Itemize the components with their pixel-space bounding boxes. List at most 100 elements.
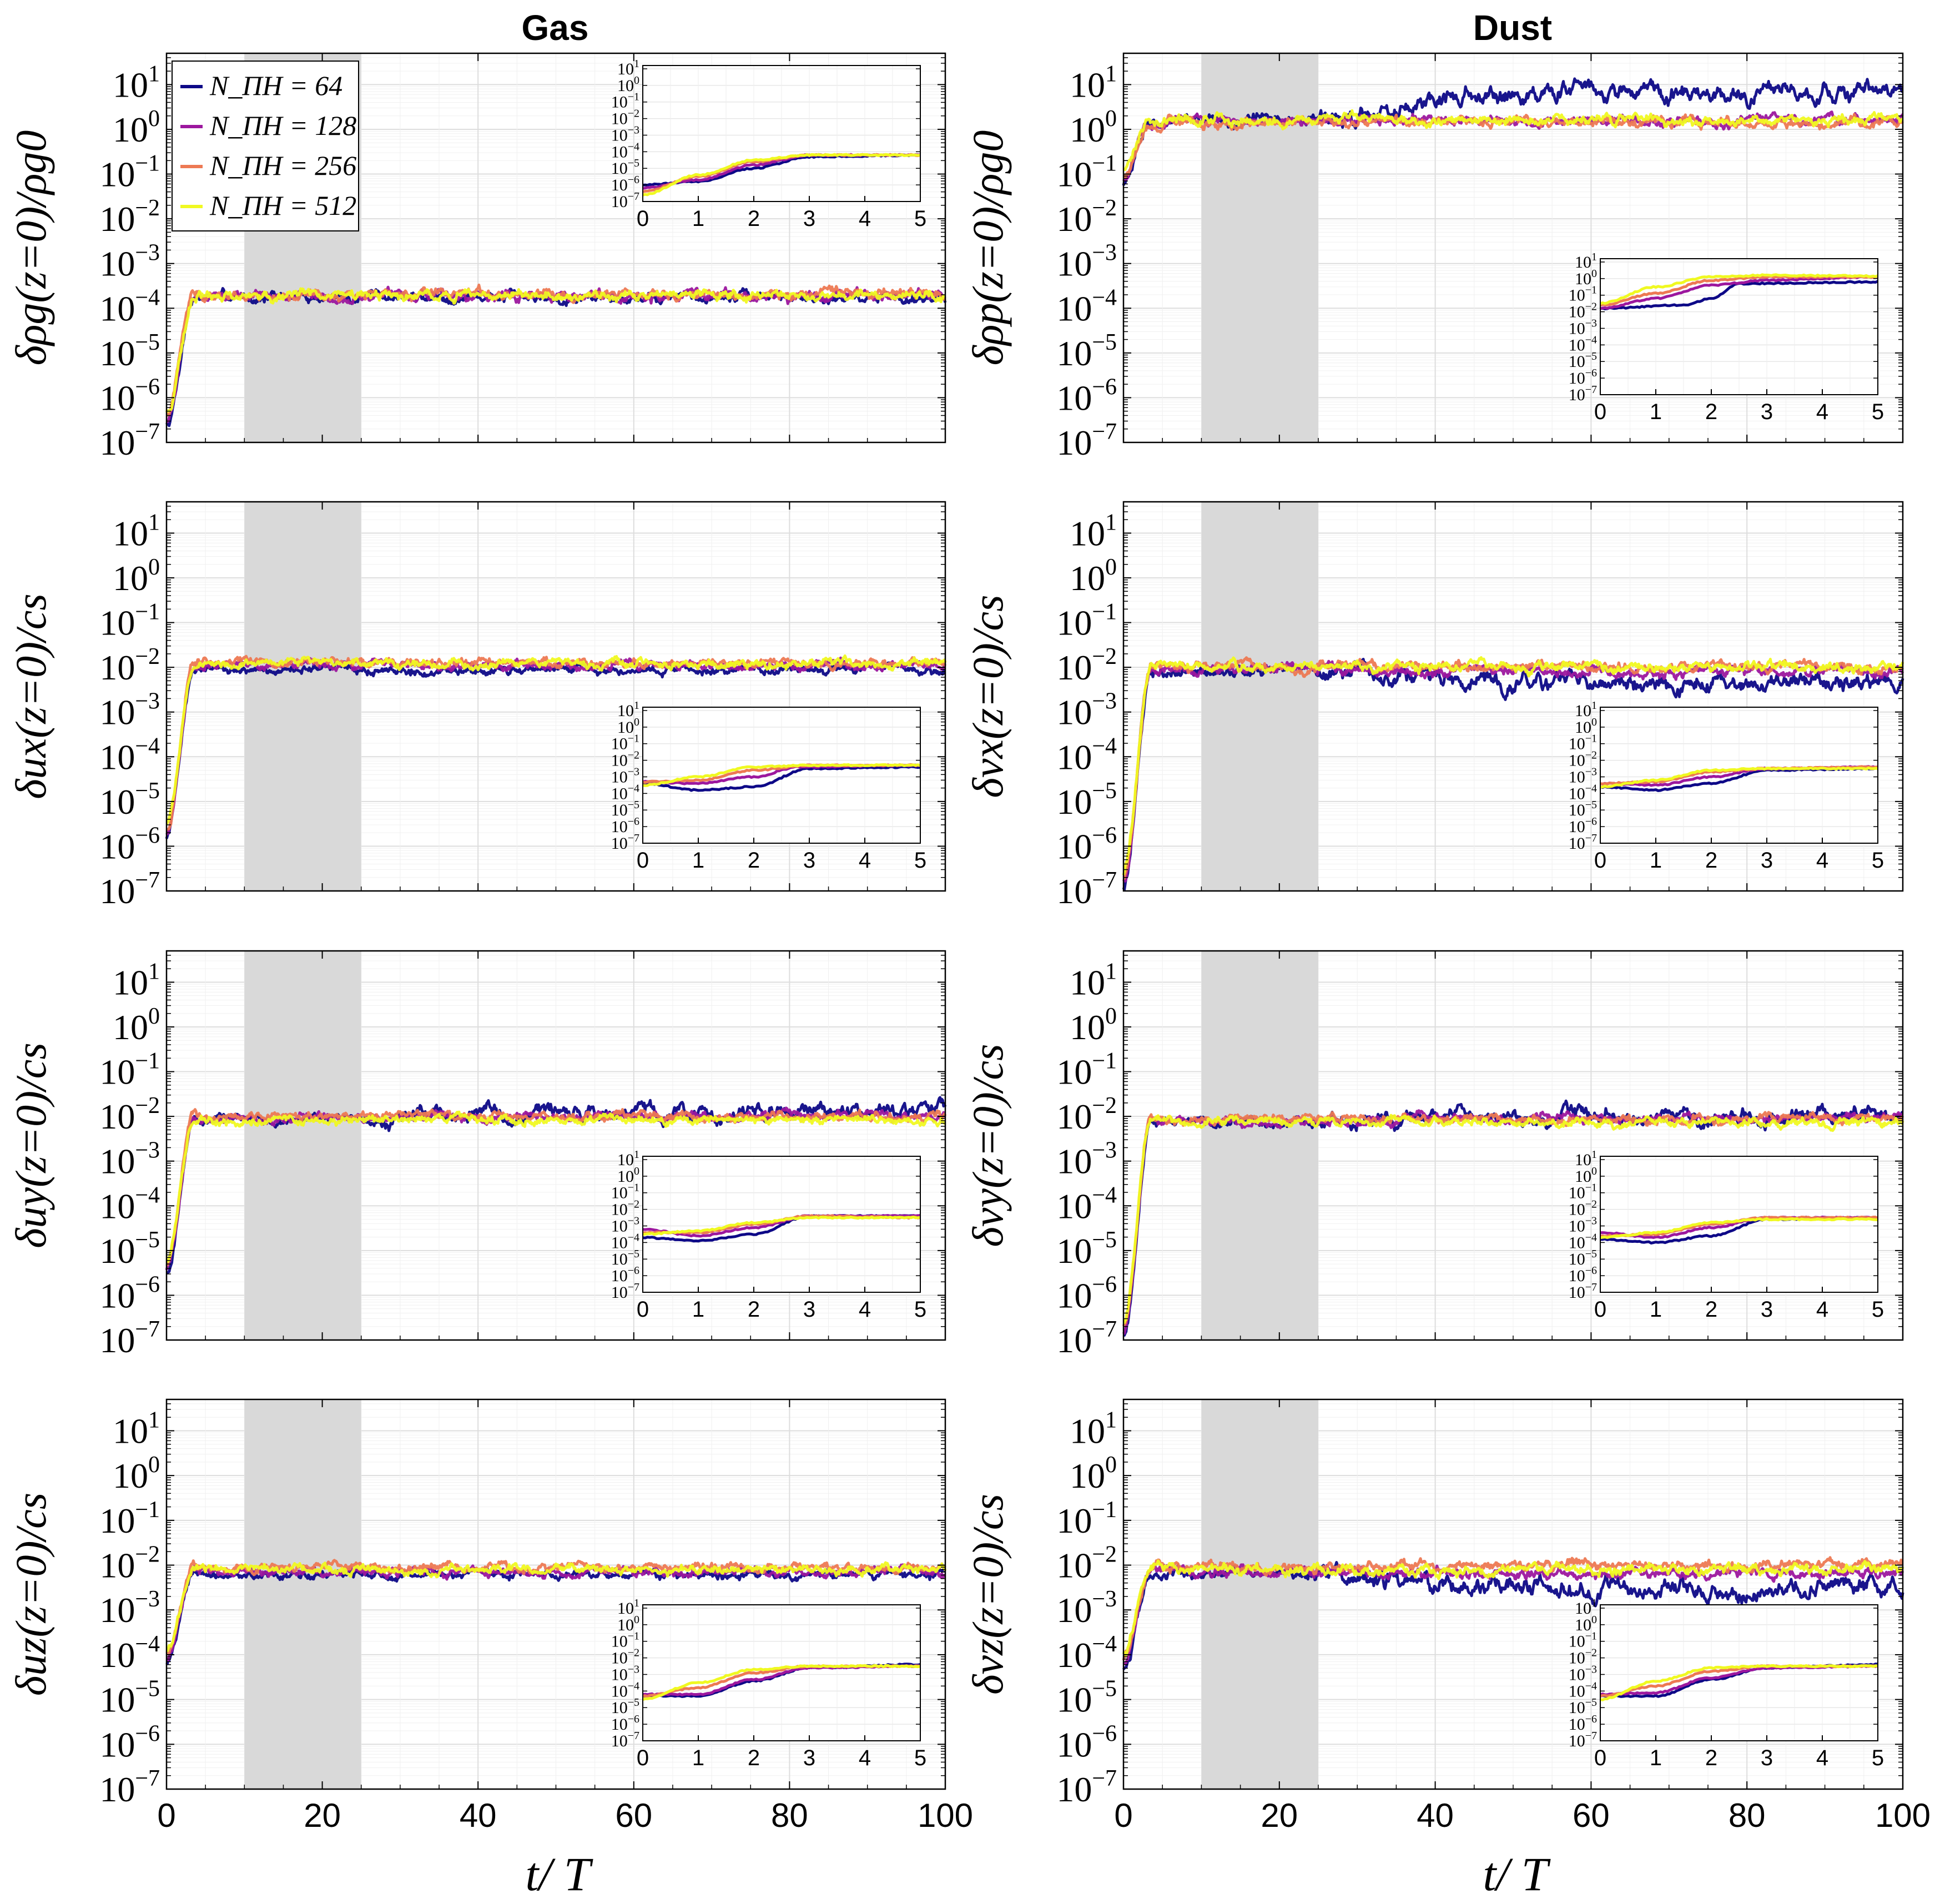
inset-x-tick-label: 5 (1872, 1297, 1884, 1322)
legend-label-512: N_ΠH = 512 (209, 190, 356, 221)
y-tick-label: 10−1 (1056, 1497, 1117, 1540)
y-tick-label: 10−7 (99, 1317, 160, 1360)
inset-x-tick-label: 1 (1650, 848, 1662, 873)
inset-x-tick-label: 0 (637, 848, 649, 873)
inset-x-tick-label: 2 (1705, 1297, 1717, 1322)
inset-y-tick-label: 10−6 (611, 1265, 639, 1285)
inset-y-tick-label: 10−7 (611, 190, 639, 211)
x-tick-label: 20 (304, 1797, 341, 1834)
y-tick-label: 100 (113, 106, 160, 149)
inset-x-tick-label: 4 (1816, 1297, 1828, 1322)
series-line-N64 (1122, 77, 1903, 186)
inset-x-tick-label: 2 (1705, 848, 1717, 873)
series-line-N256 (1122, 113, 1904, 179)
inset-y-tick-label: 101 (1575, 251, 1597, 271)
y-tick-label: 10−7 (99, 1766, 160, 1809)
y-tick-label: 101 (1070, 959, 1117, 1002)
inset-y-tick-label: 10−7 (1569, 1730, 1597, 1750)
shaded-interval (1201, 1399, 1318, 1789)
inset-series-line-N256 (1600, 275, 1878, 307)
inset-y-tick-label: 100 (1575, 268, 1597, 288)
inset-y-tick-label: 10−4 (611, 1680, 639, 1700)
inset-y-tick-label: 100 (617, 74, 639, 95)
y-tick-label: 10−6 (99, 1721, 160, 1764)
inset-frame (642, 1156, 921, 1293)
y-axis-label: δux(z=0)/cs (7, 593, 55, 799)
y-tick-label: 10−1 (1056, 600, 1117, 643)
inset-y-tick-label: 101 (1575, 699, 1597, 720)
inset-frame (1600, 1156, 1878, 1293)
inset-y-tick-label: 101 (1575, 1149, 1597, 1169)
inset-y-tick-label: 100 (617, 1165, 639, 1186)
inset-y-tick-label: 100 (1575, 1165, 1597, 1186)
y-tick-label: 10−7 (99, 868, 160, 911)
inset-x-tick-label: 3 (1761, 400, 1773, 424)
y-tick-label: 10−6 (99, 374, 160, 417)
inset-x-tick-label: 1 (692, 848, 704, 873)
inset-y-tick-label: 10−1 (611, 1630, 639, 1651)
inset-y-tick-label: 10−6 (1569, 1265, 1597, 1285)
series-line-N512 (165, 1110, 946, 1263)
series-line-N256 (1122, 1556, 1904, 1661)
inset-y-tick-label: 10−2 (1569, 749, 1597, 770)
inset-x-tick-label: 3 (803, 848, 815, 873)
inset-x-tick-label: 5 (914, 206, 926, 231)
y-tick-label: 10−5 (99, 1676, 160, 1720)
inset-x-tick-label: 3 (803, 206, 815, 231)
y-tick-label: 10−2 (1056, 1093, 1117, 1136)
inset-y-tick-label: 10−5 (1569, 1696, 1597, 1717)
inset-y-tick-label: 10−4 (1569, 1680, 1597, 1700)
shaded-interval (244, 1399, 361, 1789)
y-tick-label: 10−4 (99, 1631, 160, 1675)
inset-x-tick-label: 3 (1761, 1746, 1773, 1770)
inset-y-tick-label: 10−1 (1569, 1630, 1597, 1651)
y-tick-label: 10−1 (99, 1497, 160, 1540)
y-tick-label: 100 (1070, 555, 1117, 598)
x-axis-label-gas: t/ T (525, 1847, 593, 1901)
y-tick-label: 10−4 (1056, 1631, 1117, 1675)
legend-frame (172, 61, 359, 231)
inset-x-tick-label: 5 (1872, 848, 1884, 873)
x-tick-label: 20 (1261, 1797, 1298, 1834)
series-line-N512 (1122, 1559, 1904, 1657)
x-tick-label: 100 (918, 1797, 973, 1834)
panel-gas-ux: 10−710−610−510−410−310−210−1100101δux(z=… (7, 501, 947, 911)
shaded-interval (244, 502, 361, 891)
inset-y-tick-label: 101 (617, 699, 639, 720)
x-tick-label: 60 (615, 1797, 652, 1834)
series-line-N512 (165, 287, 946, 413)
inset-x-tick-label: 0 (637, 1297, 649, 1322)
y-tick-label: 10−7 (1056, 1766, 1117, 1809)
inset-y-tick-label: 100 (617, 1614, 639, 1634)
inset-y-tick-label: 10−1 (1569, 284, 1597, 305)
y-tick-label: 10−3 (99, 1586, 160, 1630)
y-tick-label: 100 (1070, 106, 1117, 149)
inset-y-tick-label: 10−3 (611, 1215, 639, 1235)
y-tick-label: 10−6 (99, 1272, 160, 1315)
y-tick-label: 10−7 (99, 419, 160, 462)
panel-gas-rho: 10−710−610−510−410−310−210−1100101δρg(z=… (7, 52, 947, 462)
y-tick-label: 10−3 (99, 240, 160, 284)
y-axis-label: δvz(z=0)/cs (964, 1494, 1012, 1695)
shaded-interval (1201, 502, 1318, 891)
y-tick-label: 101 (113, 510, 160, 553)
inset-x-tick-label: 1 (1650, 1297, 1662, 1322)
inset-x-tick-label: 1 (1650, 1746, 1662, 1770)
inset-y-tick-label: 10−4 (611, 782, 639, 803)
inset-series-line-N512 (642, 1664, 921, 1701)
inset-y-tick-label: 10−2 (611, 1198, 639, 1219)
series-line-N128 (165, 1563, 946, 1661)
y-axis-label: δvx(z=0)/cs (964, 595, 1012, 798)
y-tick-label: 10−1 (99, 151, 160, 194)
series-line-N512 (1122, 109, 1903, 172)
inset-x-tick-label: 4 (859, 206, 871, 231)
y-tick-label: 10−4 (99, 285, 160, 328)
inset-y-tick-label: 10−5 (611, 799, 639, 819)
y-tick-label: 100 (113, 555, 160, 598)
inset-y-tick-label: 10−3 (1569, 1663, 1597, 1684)
